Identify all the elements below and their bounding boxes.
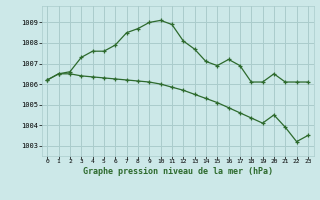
X-axis label: Graphe pression niveau de la mer (hPa): Graphe pression niveau de la mer (hPa) (83, 167, 273, 176)
